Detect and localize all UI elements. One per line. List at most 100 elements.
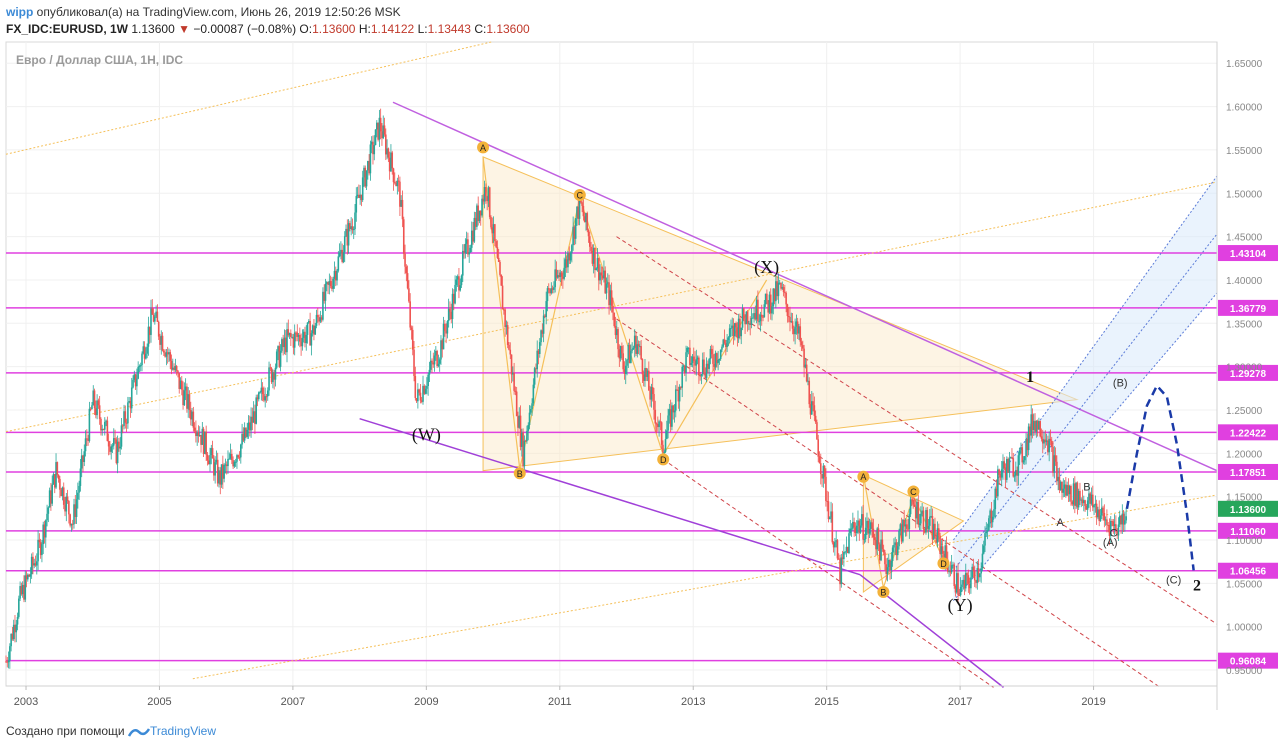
candle-body <box>306 322 309 335</box>
candle-body <box>900 524 903 542</box>
candle-body <box>659 421 662 423</box>
candle-body <box>35 561 38 566</box>
candle-body <box>340 249 342 254</box>
candle-body <box>1034 420 1036 432</box>
candle-body <box>451 293 454 320</box>
candle-body <box>491 227 494 234</box>
candle-body <box>178 373 181 389</box>
candle-body <box>273 372 275 380</box>
candle-body <box>250 416 252 431</box>
candle-body <box>731 325 734 329</box>
candle-body <box>200 434 202 445</box>
tradingview-link[interactable]: TradingView <box>149 724 217 738</box>
triangle-point-label: C <box>910 487 917 497</box>
candle-body <box>852 521 854 529</box>
candle-body <box>1021 447 1024 463</box>
candle-body <box>449 308 451 312</box>
candle-body <box>894 542 896 545</box>
candle-body <box>1017 455 1020 476</box>
candle-body <box>630 350 632 364</box>
candle-body <box>968 583 971 589</box>
candle-body <box>1095 503 1098 518</box>
candle-body <box>794 326 796 335</box>
candle-body <box>349 223 351 230</box>
candle-body <box>293 332 296 348</box>
candle-body <box>492 224 495 234</box>
candle-body <box>479 210 482 216</box>
candle-body <box>657 424 659 428</box>
candle-body <box>481 198 483 216</box>
candle-body <box>802 345 804 349</box>
price-axis[interactable]: 1.65000 1.60000 1.55000 1.50000 1.45000 1.400… <box>1226 59 1263 677</box>
candle-body <box>991 516 994 523</box>
candle-body <box>850 528 853 530</box>
candle-body <box>15 624 18 633</box>
candle-body <box>592 247 595 264</box>
candle-body <box>509 349 512 355</box>
symbol-line: FX_IDC:EURUSD, 1W 1.13600 ▼ −0.00087 (−0… <box>6 22 530 36</box>
chart-canvas[interactable]: 1.43104 1.36779 1.29278 1.22422 1.17851 1.110… <box>0 40 1280 716</box>
candle-body <box>279 350 282 367</box>
candle-body <box>771 306 773 314</box>
candle-body <box>1003 461 1006 469</box>
candle-body <box>927 525 930 529</box>
candle-body <box>705 363 708 379</box>
candle-body <box>1090 494 1093 504</box>
candle-body <box>1088 493 1090 501</box>
candle-body <box>422 385 424 402</box>
candle-body <box>343 236 346 253</box>
candle-body <box>535 368 537 370</box>
time-axis[interactable]: 2003 2005 2007 2009 2011 2013 2015 2017 2019 <box>14 686 1106 708</box>
last-price-label: 1.13600 <box>1230 505 1267 516</box>
candle-body <box>640 346 642 360</box>
candle-body <box>734 323 736 337</box>
candle-body <box>745 311 748 325</box>
candle-body <box>165 352 168 357</box>
candle-body <box>198 434 201 436</box>
candle-body <box>1098 509 1101 522</box>
candle-body <box>698 357 700 376</box>
candle-body <box>875 540 877 550</box>
candle-body <box>565 259 568 268</box>
candle-body <box>288 332 291 336</box>
candle-body <box>454 284 456 304</box>
candle-body <box>600 272 603 276</box>
candle-body <box>967 575 970 584</box>
candle-body <box>730 328 732 330</box>
candle-body <box>674 389 677 411</box>
candle-body <box>329 281 332 287</box>
candle-body <box>156 311 159 322</box>
candle-body <box>961 584 963 587</box>
candle-body <box>966 573 968 576</box>
author-name[interactable]: wipp <box>6 5 34 19</box>
candle-body <box>716 353 718 363</box>
candle-body <box>596 258 599 269</box>
price-tick-label: 1.00000 <box>1226 623 1263 634</box>
candle-body <box>68 501 70 515</box>
candle-body <box>1074 483 1076 506</box>
candle-body <box>152 314 155 322</box>
candle-body <box>585 213 587 223</box>
price-tick-label: 1.30000 <box>1226 363 1263 374</box>
close-value: 1.13600 <box>486 22 530 36</box>
candle-body <box>411 329 414 350</box>
candle-body <box>143 346 146 359</box>
candle-body <box>64 504 66 512</box>
triangle-pattern-fill <box>482 156 1079 472</box>
candle-body <box>400 199 402 207</box>
candle-body <box>66 496 69 502</box>
candle-body <box>800 341 803 346</box>
candle-body <box>188 394 191 411</box>
candle-body <box>551 288 554 290</box>
candle-body <box>891 547 894 562</box>
candle-body <box>555 269 558 278</box>
high-label: H: <box>358 22 371 36</box>
candle-body <box>952 564 954 566</box>
candle-body <box>141 353 143 366</box>
candle-body <box>601 275 604 279</box>
candle-body <box>796 321 799 334</box>
candle-body <box>839 559 841 585</box>
candle-body <box>582 205 585 217</box>
candle-body <box>819 463 822 475</box>
candle-body <box>707 363 709 369</box>
